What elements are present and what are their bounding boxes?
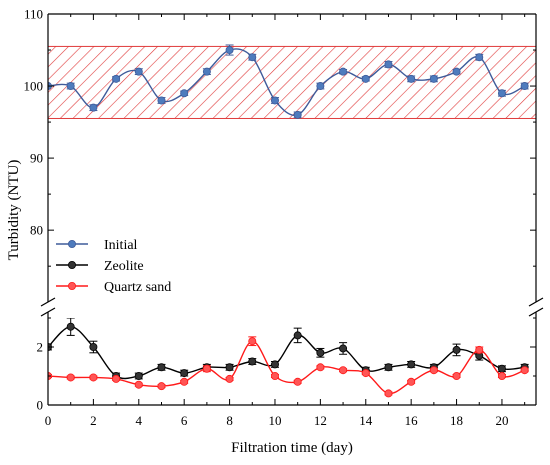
- data-point-quartz-sand: [497, 371, 506, 380]
- axis-break-right: [528, 297, 544, 317]
- x-tick-label: 6: [181, 413, 188, 428]
- data-point-initial: [293, 110, 302, 119]
- x-tick-label: 4: [136, 413, 143, 428]
- data-point-initial: [134, 67, 143, 76]
- x-tick-label: 2: [90, 413, 97, 428]
- data-point-quartz-sand: [157, 382, 166, 391]
- data-point-quartz-sand: [202, 364, 211, 373]
- legend-marker-quartz-sand: [68, 281, 77, 290]
- data-point-initial: [339, 67, 348, 76]
- y-tick-label: 90: [30, 151, 43, 166]
- legend-item-quartz-sand: Quartz sand: [56, 280, 171, 295]
- data-point-quartz-sand: [429, 366, 438, 375]
- legend: Initial Zeolite Quartz sand: [56, 238, 171, 295]
- data-point-initial: [270, 96, 279, 105]
- data-point-quartz-sand: [248, 337, 257, 346]
- data-point-zeolite: [316, 348, 325, 357]
- legend-marker-initial: [68, 239, 77, 248]
- data-point-initial: [180, 89, 189, 98]
- data-point-zeolite: [497, 364, 506, 373]
- data-point-zeolite: [157, 363, 166, 372]
- data-point-initial: [384, 60, 393, 69]
- data-point-quartz-sand: [339, 366, 348, 375]
- x-tick-label: 8: [226, 413, 233, 428]
- data-point-initial: [202, 67, 211, 76]
- y-tick-label: 100: [24, 79, 44, 94]
- data-point-initial: [452, 67, 461, 76]
- hatched-range-band: [47, 45, 537, 119]
- x-axis-title: Filtration time (day): [231, 440, 353, 456]
- series-initial: [48, 44, 529, 119]
- data-point-initial: [475, 53, 484, 62]
- data-point-initial: [361, 74, 370, 83]
- data-point-initial: [407, 74, 416, 83]
- series-quartz-sand: [48, 336, 529, 398]
- y-tick-label: 110: [24, 7, 43, 22]
- data-point-initial: [225, 46, 234, 55]
- x-tick-label: 16: [405, 413, 419, 428]
- data-point-quartz-sand: [520, 366, 529, 375]
- data-point-quartz-sand: [407, 377, 416, 386]
- data-point-zeolite: [225, 363, 234, 372]
- data-point-initial: [316, 82, 325, 91]
- data-point-zeolite: [248, 357, 257, 366]
- data-point-initial: [157, 96, 166, 105]
- legend-item-initial: Initial: [56, 238, 138, 253]
- y-tick-label: 2: [37, 340, 44, 355]
- data-point-zeolite: [270, 360, 279, 369]
- data-point-quartz-sand: [134, 380, 143, 389]
- legend-marker-zeolite: [68, 260, 77, 269]
- data-point-quartz-sand: [475, 345, 484, 354]
- data-point-initial: [520, 82, 529, 91]
- x-tick-label: 12: [314, 413, 327, 428]
- data-point-zeolite: [452, 345, 461, 354]
- data-point-quartz-sand: [361, 369, 370, 378]
- data-point-quartz-sand: [180, 377, 189, 386]
- axis-ticks: 0 2 4 6 8 10 12 14 16 18 20 80 90 100 110 0 2: [24, 7, 536, 428]
- data-point-quartz-sand: [270, 371, 279, 380]
- data-point-quartz-sand: [452, 371, 461, 380]
- y-tick-label: 0: [37, 398, 44, 413]
- data-point-initial: [66, 82, 75, 91]
- x-tick-label: 18: [450, 413, 463, 428]
- data-point-quartz-sand: [293, 377, 302, 386]
- y-axis-title: Turbidity (NTU): [6, 160, 22, 261]
- legend-item-zeolite: Zeolite: [56, 259, 144, 274]
- data-point-initial: [89, 103, 98, 112]
- data-point-initial: [248, 53, 257, 62]
- x-tick-label: 14: [359, 413, 373, 428]
- data-point-zeolite: [134, 371, 143, 380]
- data-point-zeolite: [89, 342, 98, 351]
- data-point-quartz-sand: [112, 374, 121, 383]
- legend-label-zeolite: Zeolite: [104, 259, 144, 274]
- legend-label-quartz-sand: Quartz sand: [104, 280, 171, 295]
- data-point-quartz-sand: [66, 373, 75, 382]
- series-line-quartz-sand: [48, 340, 525, 395]
- data-point-initial: [497, 89, 506, 98]
- x-tick-label: 20: [495, 413, 508, 428]
- data-point-zeolite: [180, 369, 189, 378]
- data-point-zeolite: [339, 344, 348, 353]
- series-line-zeolite: [48, 325, 525, 380]
- data-point-quartz-sand: [384, 389, 393, 398]
- axis-break-left: [40, 297, 56, 317]
- series-line-initial: [48, 48, 525, 117]
- data-point-quartz-sand: [89, 373, 98, 382]
- data-point-zeolite: [407, 360, 416, 369]
- x-tick-label: 10: [268, 413, 281, 428]
- data-point-zeolite: [293, 331, 302, 340]
- data-point-quartz-sand: [225, 374, 234, 383]
- data-point-initial: [429, 74, 438, 83]
- data-point-quartz-sand: [316, 363, 325, 372]
- data-point-initial: [112, 74, 121, 83]
- y-tick-label: 80: [30, 223, 43, 238]
- series-zeolite: [48, 318, 529, 380]
- data-point-zeolite: [384, 363, 393, 372]
- data-point-zeolite: [66, 322, 75, 331]
- legend-label-initial: Initial: [104, 238, 138, 253]
- hatched-band-rect: [47, 45, 537, 119]
- x-tick-label: 0: [45, 413, 52, 428]
